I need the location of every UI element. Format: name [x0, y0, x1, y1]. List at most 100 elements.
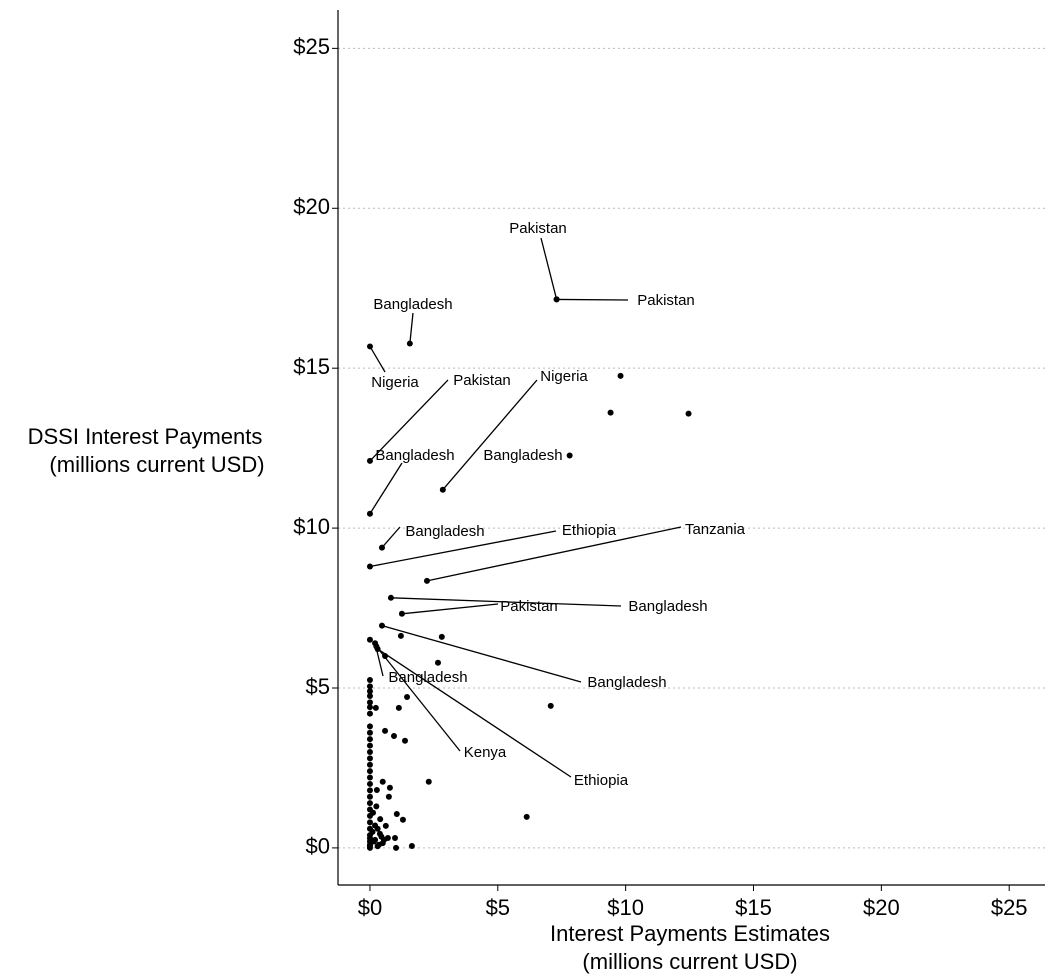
y-axis-title: DSSI Interest Payments [28, 424, 263, 449]
point [370, 809, 377, 816]
point [372, 704, 379, 711]
point [366, 729, 373, 736]
y-axis-title: (millions current USD) [49, 452, 264, 477]
point-label: Nigeria [540, 368, 588, 385]
point [378, 622, 385, 629]
point [398, 610, 405, 617]
point [366, 683, 373, 690]
point [366, 692, 373, 699]
leader-line [390, 597, 622, 607]
leader-line [401, 603, 499, 615]
point [404, 693, 411, 700]
point [373, 787, 380, 794]
point [374, 843, 381, 850]
point [366, 768, 373, 775]
leader-line [369, 379, 449, 462]
point-label: Pakistan [637, 292, 695, 309]
point [566, 452, 573, 459]
y-tick-label: $20 [293, 194, 330, 219]
point [366, 710, 373, 717]
leader-line [369, 462, 403, 515]
point [366, 723, 373, 730]
leader-line [381, 625, 582, 683]
point [366, 819, 373, 826]
leader-line [377, 648, 572, 778]
point [373, 803, 380, 810]
point [685, 410, 692, 417]
point [385, 793, 392, 800]
point-label: Bangladesh [405, 523, 484, 540]
point-label: Pakistan [509, 220, 567, 237]
leader-line [375, 646, 461, 752]
point [366, 677, 373, 684]
x-tick-label: $20 [863, 895, 900, 920]
y-tick-label: $5 [306, 674, 330, 699]
point [366, 787, 373, 794]
point [366, 688, 373, 695]
point [382, 727, 389, 734]
point [395, 704, 402, 711]
point [366, 704, 373, 711]
point-label: Bangladesh [483, 447, 562, 464]
x-tick-label: $10 [607, 895, 644, 920]
point [406, 340, 413, 347]
point [378, 544, 385, 551]
point [366, 774, 373, 781]
point [423, 577, 430, 584]
point [366, 636, 373, 643]
leader-line [540, 237, 558, 300]
point [401, 737, 408, 744]
point-label: Kenya [464, 744, 507, 761]
point [382, 653, 389, 660]
x-axis-title: (millions current USD) [582, 949, 797, 974]
y-tick-label: $25 [293, 34, 330, 59]
point [397, 632, 404, 639]
x-tick-label: $25 [991, 895, 1028, 920]
point-label: Bangladesh [373, 296, 452, 313]
point [434, 659, 441, 666]
point-label: Tanzania [685, 521, 746, 538]
point [523, 813, 530, 820]
point [366, 780, 373, 787]
y-tick-label: $15 [293, 354, 330, 379]
point [386, 784, 393, 791]
leader-line [409, 312, 414, 344]
point [372, 822, 379, 829]
point-label: Bangladesh [375, 447, 454, 464]
leader-line [556, 298, 629, 301]
point [369, 828, 376, 835]
point [553, 296, 560, 303]
point [387, 594, 394, 601]
point [366, 844, 373, 851]
point [439, 486, 446, 493]
point [366, 699, 373, 706]
point [393, 811, 400, 818]
point [617, 372, 624, 379]
point [381, 836, 388, 843]
point [366, 343, 373, 350]
point-label: Ethiopia [562, 522, 617, 539]
y-tick-label: $10 [293, 514, 330, 539]
y-tick-label: $0 [306, 834, 330, 859]
point-label: Nigeria [371, 374, 419, 391]
point [425, 778, 432, 785]
point-label: Ethiopia [574, 772, 629, 789]
point [438, 633, 445, 640]
point [547, 702, 554, 709]
leader-line [369, 346, 386, 373]
x-tick-label: $15 [735, 895, 772, 920]
point [390, 732, 397, 739]
point [366, 800, 373, 807]
point [374, 645, 381, 652]
point-label: Pakistan [500, 598, 558, 615]
leader-line [369, 530, 557, 568]
x-tick-label: $0 [358, 895, 382, 920]
point [366, 761, 373, 768]
point [379, 778, 386, 785]
x-axis-title: Interest Payments Estimates [550, 921, 830, 946]
point [366, 748, 373, 755]
point [366, 755, 373, 762]
x-tick-label: $5 [486, 895, 510, 920]
